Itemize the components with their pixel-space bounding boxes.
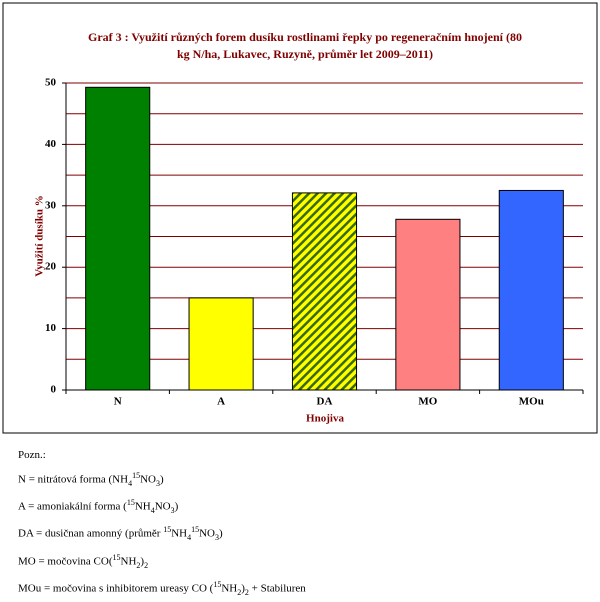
note-text: 15 [191,525,200,535]
chart-title: Graf 3 : Využití různých forem dusíku ro… [88,30,522,44]
note-text: DA = dusičnan amonný (průměr [18,527,164,540]
y-tick-label: 20 [45,261,57,273]
x-tick-label: DA [317,396,333,408]
y-tick-label: 0 [51,384,57,396]
bar [395,218,461,391]
chart-title: kg N/ha, Lukavec, Ruzyně, průměr let 200… [177,47,433,61]
note-text: 15 [132,470,141,480]
y-axis-label: Využití dusíku % [34,195,46,277]
y-tick-label: 40 [45,138,57,150]
note-text: MOu = močovina s inhibitorem ureasy CO ( [18,582,214,595]
note-text: NH [221,582,238,595]
x-tick-label: MO [418,396,437,408]
note-text: ) [174,500,179,513]
note-text: NO [154,500,171,513]
note-text: 3 [170,505,175,515]
note-line: MOu = močovina s inhibitorem ureasy CO (… [18,575,306,602]
note-text: 3 [214,533,219,543]
note-text: NO [140,473,156,486]
note-text: NH [134,500,151,513]
y-tick-label: 10 [45,322,57,334]
note-text: 3 [155,478,160,488]
y-tick-label: 50 [45,77,57,89]
note-text: ) [218,527,223,540]
note-text: 4 [187,533,192,543]
note-text: A = amoniakální forma ( [18,500,127,513]
note-line: A = amoniakální forma (15NH4NO3) [18,493,306,520]
y-tick-label: 30 [45,199,57,211]
bar [291,192,358,391]
notes: Pozn.: N = nitrátová forma (NH415NO3) A =… [18,446,306,602]
x-axis-label: Hnojiva [306,413,344,425]
note-text: NO [199,527,215,540]
x-tick-label: MOu [519,396,544,408]
note-line: MO = močovina CO(15NH2)2 [18,548,306,575]
bar [188,297,254,391]
note-text: NH [171,527,188,540]
note-line: N = nitrátová forma (NH415NO3) [18,466,306,493]
note-text: 15 [112,552,121,562]
note-text: + Stabiluren [248,582,306,595]
x-tick-label: A [217,396,225,408]
notes-heading: Pozn.: [18,449,46,461]
note-text: ) [159,473,164,486]
note-text: MO = močovina CO( [18,555,113,568]
bar [498,189,564,391]
note-text: ) [140,555,145,568]
note-text: 15 [213,579,222,589]
note-text: N = nitrátová forma (NH [18,473,129,486]
note-line: DA = dusičnan amonný (průměr 15NH415NO3) [18,520,306,547]
bar [85,86,151,391]
note-text: 15 [163,525,172,535]
note-text: 4 [150,505,155,515]
x-tick-label: N [114,396,122,408]
note-text: NH [120,555,137,568]
note-text: 15 [126,497,135,507]
chart: Graf 3 : Využití různých forem dusíku ro… [2,2,598,434]
note-text: 4 [128,478,133,488]
